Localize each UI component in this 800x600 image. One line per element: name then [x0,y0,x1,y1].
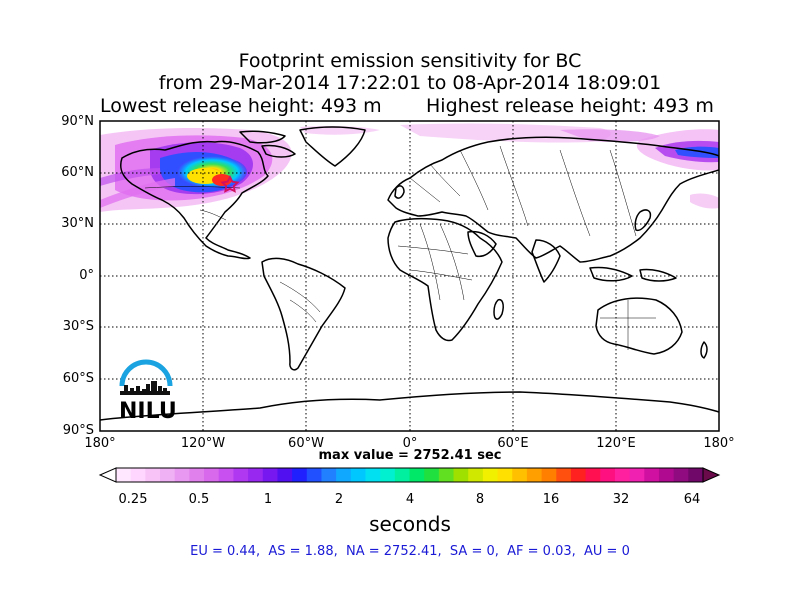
lon-label: 120°W [180,436,226,451]
colorbar-cell [497,468,513,482]
colorbar-cell [321,468,337,482]
colorbar-cell [130,468,146,482]
highest-release-height: Highest release height: 493 m [426,95,714,117]
colorbar-cell [394,468,410,482]
sensitivity-field [100,123,719,212]
colorbar-tick: 2 [334,492,344,507]
map-frame [99,120,720,432]
colorbar-cell [526,468,543,482]
lowest-release-height: Lowest release height: 493 m [100,95,382,117]
colorbar-cell [116,468,132,482]
colorbar-tick: 8 [475,492,485,507]
lon-label: 180° [703,436,735,451]
colorbar-cell [541,468,557,482]
colorbar-cell [160,468,176,482]
colorbar-cell [306,468,322,482]
colorbar-cell [644,468,660,482]
colorbar-cell [204,468,220,482]
colorbar-cell [585,468,601,482]
colorbar-cell [409,468,425,482]
colorbar-cell [248,468,264,482]
colorbar-cell [512,468,528,482]
colorbar-tick: 16 [542,492,560,507]
colorbar-tick: 32 [612,492,630,507]
map-title: Footprint emission sensitivity for BC [238,50,582,72]
colorbar-cell [570,468,587,482]
colorbar-cell [468,468,484,482]
colorbar-cell [453,468,469,482]
colorbar-cell [380,468,396,482]
colorbar-cell [189,468,205,482]
lon-label: 120°E [596,436,636,451]
colorbar-cell [614,468,631,482]
lat-label: 60°N [61,165,94,180]
colorbar-cell [350,468,366,482]
colorbar-cell [233,468,249,482]
lon-label: 60°E [497,436,529,451]
map-period: from 29-Mar-2014 17:22:01 to 08-Apr-2014… [158,72,662,94]
colorbar-cell [629,468,645,482]
colorbar-cell [336,468,352,482]
colorbar-cell [658,468,675,482]
lat-label: 30°N [61,216,94,231]
release-point-star [220,175,240,193]
lat-label: 90°N [61,114,94,129]
colorbar-cell [277,468,293,482]
lat-label: 60°S [62,371,94,386]
colorbar-cell [482,468,499,482]
colorbar-cell [600,468,616,482]
nilu-logo [119,359,173,395]
lon-label: 60°W [288,436,324,451]
nilu-logo-text: NILU [119,399,177,424]
colorbar [98,467,721,483]
colorbar-cell [688,468,704,482]
colorbar-cell [365,468,381,482]
colorbar-cell [145,468,161,482]
lon-label: 0° [402,436,418,451]
colorbar-cell [438,468,455,482]
colorbar-cell [556,468,572,482]
colorbar-cell [673,468,689,482]
coastlines [100,126,719,421]
lat-label: 30°S [62,319,94,334]
colorbar-tick: 0.5 [188,492,210,507]
colorbar-tick: 0.25 [118,492,148,507]
colorbar-label: seconds [369,512,451,536]
lon-label: 180° [84,436,116,451]
max-value-label: max value = 2752.41 sec [318,448,502,463]
graticule [100,121,719,431]
colorbar-tick: 64 [683,492,701,507]
colorbar-tick: 1 [263,492,273,507]
colorbar-cell [218,468,234,482]
colorbar-cell [262,468,278,482]
region-summary: EU = 0.44, AS = 1.88, NA = 2752.41, SA =… [190,544,630,559]
colorbar-cell [292,468,308,482]
colorbar-cell [424,468,440,482]
country-borders [144,145,656,350]
colorbar-cell [174,468,190,482]
colorbar-tick: 4 [405,492,415,507]
lat-label: 0° [79,268,94,283]
lat-label: 90°S [62,423,94,438]
